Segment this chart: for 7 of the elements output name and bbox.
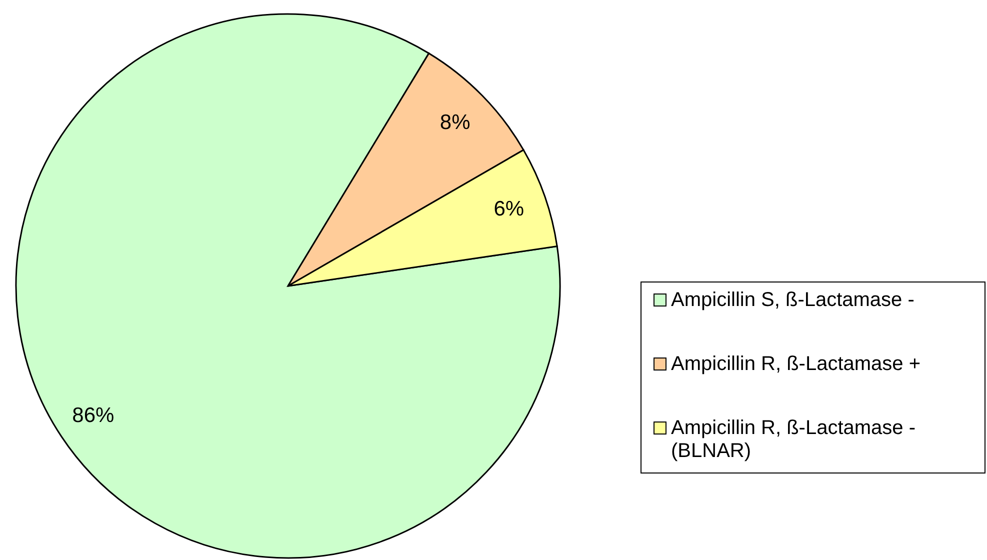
legend-label: Ampicillin R, ß-Lactamase + xyxy=(671,353,921,375)
data-label: 6% xyxy=(494,198,524,221)
data-label: 8% xyxy=(440,110,470,134)
data-label: 86% xyxy=(72,404,114,427)
legend-label: Ampicillin S, ß-Lactamase - xyxy=(671,289,914,311)
legend-label: Ampicillin R, ß-Lactamase - (BLNAR) xyxy=(671,417,916,462)
pie-slice xyxy=(16,13,561,558)
